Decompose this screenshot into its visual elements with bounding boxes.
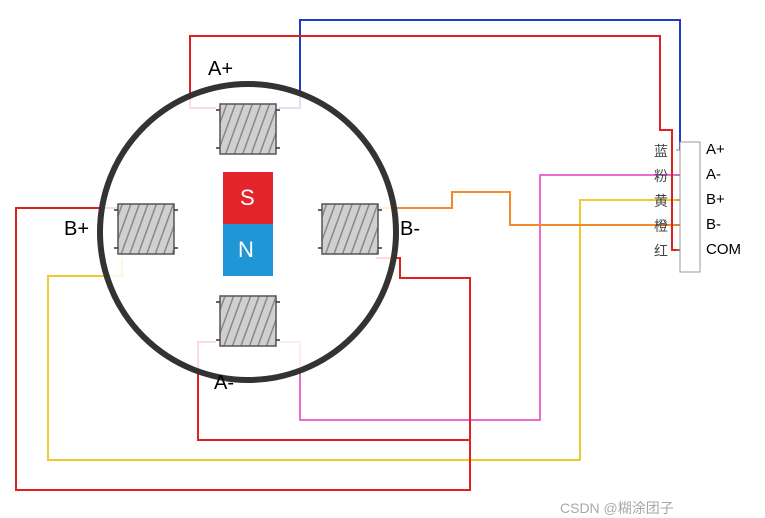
watermark: CSDN @糊涂团子 <box>560 498 674 518</box>
coil-top <box>216 104 280 154</box>
pin-en-3: B- <box>706 216 721 233</box>
pin-cn-4: 红 <box>654 241 668 261</box>
magnet-s-label: S <box>240 185 255 211</box>
pin-cn-1: 粉 <box>654 166 668 186</box>
pin-en-1: A- <box>706 166 721 183</box>
coil-bottom <box>216 296 280 346</box>
pin-en-4: COM <box>706 241 741 258</box>
label-b-minus: B- <box>400 218 420 241</box>
label-b-plus: B+ <box>64 218 89 241</box>
coil-right <box>318 204 382 254</box>
label-a-minus: A- <box>214 372 234 395</box>
wire-b-minus-orange <box>376 192 680 225</box>
pin-en-2: B+ <box>706 191 725 208</box>
pin-cn-0: 蓝 <box>654 141 668 161</box>
pin-cn-3: 橙 <box>654 216 668 236</box>
label-a-plus: A+ <box>208 58 233 81</box>
pin-cn-2: 黄 <box>654 191 668 211</box>
coil-left <box>114 204 178 254</box>
pin-en-0: A+ <box>706 141 725 158</box>
connector-box <box>680 142 700 272</box>
motor-diagram <box>0 0 765 517</box>
magnet-n-label: N <box>238 237 254 263</box>
